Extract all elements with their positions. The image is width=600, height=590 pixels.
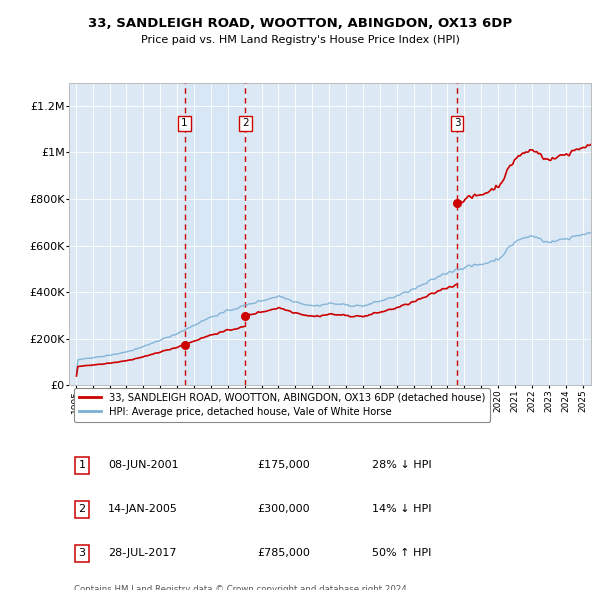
- Text: 14% ↓ HPI: 14% ↓ HPI: [372, 504, 431, 514]
- Text: Price paid vs. HM Land Registry's House Price Index (HPI): Price paid vs. HM Land Registry's House …: [140, 35, 460, 45]
- Text: 1: 1: [79, 460, 86, 470]
- Text: 1: 1: [181, 119, 188, 129]
- Text: 28-JUL-2017: 28-JUL-2017: [108, 549, 176, 558]
- Text: 3: 3: [79, 549, 86, 558]
- Text: 50% ↑ HPI: 50% ↑ HPI: [372, 549, 431, 558]
- Text: £175,000: £175,000: [257, 460, 310, 470]
- Bar: [185, 83, 245, 385]
- Text: £785,000: £785,000: [257, 549, 310, 558]
- Legend: 33, SANDLEIGH ROAD, WOOTTON, ABINGDON, OX13 6DP (detached house), HPI: Average p: 33, SANDLEIGH ROAD, WOOTTON, ABINGDON, O…: [74, 388, 490, 422]
- Text: 2: 2: [79, 504, 86, 514]
- Text: £300,000: £300,000: [257, 504, 310, 514]
- Text: 28% ↓ HPI: 28% ↓ HPI: [372, 460, 431, 470]
- Text: 08-JUN-2001: 08-JUN-2001: [108, 460, 179, 470]
- Text: 2: 2: [242, 119, 248, 129]
- Text: Contains HM Land Registry data © Crown copyright and database right 2024.
This d: Contains HM Land Registry data © Crown c…: [74, 585, 410, 590]
- Text: 14-JAN-2005: 14-JAN-2005: [108, 504, 178, 514]
- Text: 3: 3: [454, 119, 460, 129]
- Text: 33, SANDLEIGH ROAD, WOOTTON, ABINGDON, OX13 6DP: 33, SANDLEIGH ROAD, WOOTTON, ABINGDON, O…: [88, 17, 512, 30]
